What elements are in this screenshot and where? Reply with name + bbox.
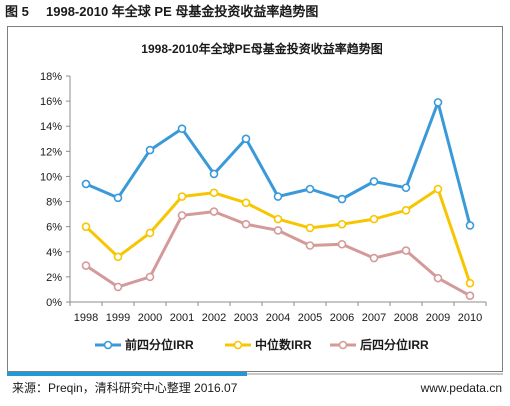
footer: 来源：Preqin，清科研究中心整理 2016.07 www.pedata.cn: [0, 376, 510, 406]
x-tick-label: 2003: [234, 312, 258, 324]
x-tick-label: 2006: [330, 312, 354, 324]
data-point: [113, 282, 123, 292]
chart-title: 1998-2010年全球PE母基金投资收益率趋势图: [141, 41, 382, 56]
footer-divider: [247, 373, 503, 375]
data-point: [305, 223, 315, 233]
figure-header: 图 5 1998-2010 年全球 PE 母基金投资收益率趋势图: [0, 0, 510, 24]
data-point: [145, 145, 155, 155]
data-point: [465, 221, 475, 230]
x-tick-label: 2010: [458, 312, 482, 324]
series-line: [84, 187, 472, 284]
data-point: [81, 261, 91, 270]
legend-item: 中位数IRR: [225, 337, 312, 352]
x-tick-label: 2000: [138, 312, 162, 324]
y-tick-label: 18%: [40, 71, 62, 83]
series-layer: [81, 98, 475, 301]
data-point: [113, 193, 123, 203]
data-point: [337, 219, 347, 229]
data-point: [305, 184, 315, 194]
data-point: [241, 198, 251, 208]
data-point: [145, 228, 155, 238]
x-tick-label: 1999: [106, 312, 130, 324]
data-point: [369, 214, 379, 224]
data-point: [145, 272, 155, 282]
data-point: [81, 179, 91, 189]
footer-accent-bar: [7, 372, 247, 376]
data-point: [113, 252, 123, 262]
data-point: [465, 278, 475, 288]
series: [81, 98, 475, 230]
legend-item: 后四分位IRR: [330, 337, 429, 352]
axes: 0% 2% 4% 6% 8% 10% 12% 14% 16% 18% 1998 1999 2000 200…: [40, 71, 487, 324]
series-line: [85, 210, 471, 298]
legend-item: 前四分位IRR: [95, 337, 194, 352]
data-point: [401, 183, 411, 193]
data-point: [177, 192, 187, 201]
data-point: [241, 219, 251, 229]
data-point: [209, 188, 219, 198]
data-point: [337, 194, 347, 204]
data-point: [401, 206, 411, 215]
legend-swatch-marker: [103, 340, 113, 350]
x-tick-label: 2002: [202, 312, 226, 324]
y-tick-label: 14%: [40, 121, 62, 133]
x-tick-label: 2001: [170, 312, 194, 324]
figure-label: 图 5: [5, 4, 29, 19]
legend-label: 中位数IRR: [255, 337, 312, 352]
data-point: [209, 169, 219, 179]
data-point: [369, 177, 379, 186]
site-url: www.pedata.cn: [420, 381, 502, 395]
data-point: [177, 211, 187, 220]
data-point: [433, 184, 443, 194]
data-point: [433, 98, 443, 107]
legend-swatch-marker: [233, 340, 243, 350]
y-tick-label: 2%: [46, 272, 62, 284]
y-tick-label: 16%: [40, 96, 62, 108]
data-point: [369, 253, 379, 263]
data-point: [273, 192, 283, 201]
y-tick-label: 0%: [46, 297, 62, 309]
legend: 前四分位IRR 中位数IRR 后四分位IRR: [95, 337, 429, 352]
x-tick-label: 1998: [74, 312, 98, 324]
data-point: [401, 246, 411, 255]
data-point: [337, 239, 347, 249]
y-tick-label: 10%: [40, 171, 62, 183]
y-tick-label: 6%: [46, 222, 62, 234]
x-tick-label: 2008: [394, 312, 418, 324]
data-point: [273, 226, 283, 235]
x-tick-label: 2004: [266, 312, 290, 324]
data-point: [433, 273, 443, 283]
x-tick-label: 2009: [426, 312, 450, 324]
y-tick-label: 12%: [40, 146, 62, 158]
source-note: 来源：Preqin，清科研究中心整理 2016.07: [12, 381, 238, 395]
series: [81, 207, 475, 301]
y-tick-label: 4%: [46, 247, 62, 259]
data-point: [273, 214, 283, 224]
data-point: [209, 207, 219, 216]
x-tick-label: 2007: [362, 312, 386, 324]
data-point: [241, 134, 251, 144]
data-point: [81, 222, 91, 231]
data-point: [305, 241, 315, 250]
data-point: [177, 124, 187, 134]
x-tick-label: 2005: [298, 312, 322, 324]
y-tick-label: 8%: [46, 197, 62, 209]
legend-swatch-marker: [338, 340, 348, 350]
legend-label: 后四分位IRR: [360, 337, 429, 352]
figure-title: 1998-2010 年全球 PE 母基金投资收益率趋势图: [46, 4, 319, 19]
data-point: [465, 291, 475, 301]
legend-label: 前四分位IRR: [125, 337, 194, 352]
series: [81, 184, 475, 288]
